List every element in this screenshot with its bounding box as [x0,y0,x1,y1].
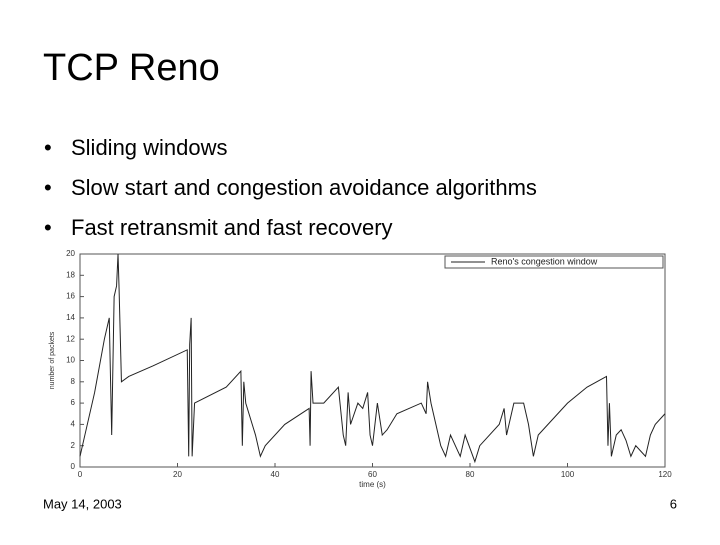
y-tick-label: 8 [71,377,76,386]
x-tick-label: 60 [368,470,377,479]
legend-label: Reno's congestion window [491,256,598,266]
y-tick-label: 20 [66,249,75,258]
x-tick-label: 120 [658,470,672,479]
line-series [79,253,666,464]
x-tick-label: 40 [271,470,280,479]
y-axis-label: number of packets [49,331,56,389]
bullet: Sliding windows [71,135,228,160]
y-tick-label: 2 [71,441,76,450]
y-tick-label: 12 [66,334,75,343]
bullet-dot: • [44,175,52,200]
slide-title: TCP Reno [43,47,220,89]
y-tick-label: 10 [66,356,75,365]
chart: 0 2 4 6 8 10 12 14 16 18 20 0 20 40 60 80 100 120 time (s)… [49,249,672,489]
y-tick-label: 6 [71,398,76,407]
y-tick-label: 18 [66,270,75,279]
x-tick-label: 80 [466,470,475,479]
page-number: 6 [670,496,677,511]
bullet-dot: • [44,215,52,240]
bullet: Slow start and congestion avoidance algo… [71,175,537,200]
legend-box [444,255,664,269]
y-tick-label: 0 [71,462,76,471]
bullet: Fast retransmit and fast recovery [71,215,393,240]
x-tick-label: 100 [561,470,575,479]
y-tick-label: 4 [71,420,76,429]
x-tick-label: 20 [173,470,182,479]
y-tick-label: 14 [66,313,75,322]
bullet-list: • Sliding windows • Slow start and conge… [44,135,537,240]
y-tick-label: 16 [66,292,75,301]
plot-frame [79,253,666,468]
x-tick-label: 0 [78,470,83,479]
x-axis-label: time (s) [359,480,386,489]
footer-date: May 14, 2003 [43,496,122,511]
bullet-dot: • [44,135,52,160]
